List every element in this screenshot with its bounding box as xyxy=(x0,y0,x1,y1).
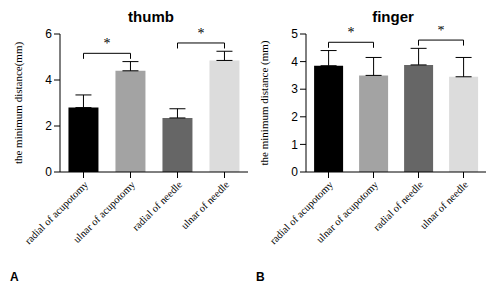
svg-text:6: 6 xyxy=(45,27,52,41)
svg-text:5: 5 xyxy=(291,27,298,41)
html-text:A: A xyxy=(10,270,19,284)
svg-text:*: * xyxy=(438,26,445,38)
html-text:thumb: thumb xyxy=(128,8,174,25)
svg-text:ulnar of needle: ulnar of needle xyxy=(418,179,471,232)
svg-text:the minimum distance (mm): the minimum distance (mm) xyxy=(258,40,271,165)
svg-text:ulnar of acupotomy: ulnar of acupotomy xyxy=(71,178,137,244)
html-text:finger: finger xyxy=(372,8,414,25)
svg-text:*: * xyxy=(104,36,111,51)
svg-text:the minimum distance(mm): the minimum distance(mm) xyxy=(12,42,25,165)
svg-text:ulnar of needle: ulnar of needle xyxy=(179,179,232,232)
svg-text:0: 0 xyxy=(291,165,298,179)
svg-text:4: 4 xyxy=(291,55,298,69)
svg-text:*: * xyxy=(348,26,355,40)
svg-text:radial of needle: radial of needle xyxy=(371,179,425,233)
svg-text:*: * xyxy=(198,26,205,41)
svg-text:radial of acupotomy: radial of acupotomy xyxy=(22,178,91,247)
svg-text:ulnar of acupotomy: ulnar of acupotomy xyxy=(314,178,380,244)
html-text:B: B xyxy=(256,270,265,284)
svg-text:4: 4 xyxy=(45,73,52,87)
svg-text:3: 3 xyxy=(291,82,298,96)
svg-text:2: 2 xyxy=(291,110,298,124)
svg-text:radial of needle: radial of needle xyxy=(130,179,184,233)
svg-text:1: 1 xyxy=(291,138,298,152)
svg-text:0: 0 xyxy=(45,165,52,179)
svg-text:radial of acupotomy: radial of acupotomy xyxy=(267,178,336,247)
svg-text:2: 2 xyxy=(45,119,52,133)
